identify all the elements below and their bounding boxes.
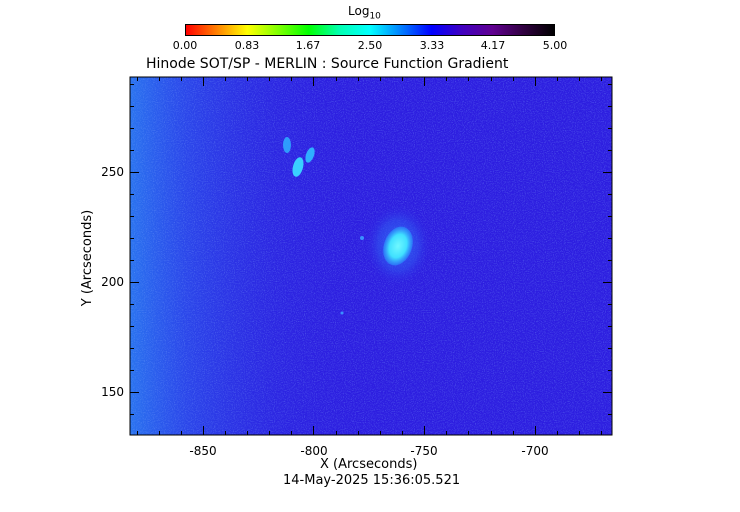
y-tick-label: 200	[101, 275, 124, 289]
plot-frame	[129, 76, 613, 436]
colorbar-tick-label: 5.00	[542, 39, 568, 52]
colorbar-tick-label: 0.83	[234, 39, 260, 52]
sunspot-core	[383, 226, 413, 266]
x-axis-ticks	[137, 77, 602, 435]
y-tick-label: 150	[101, 385, 124, 399]
x-tick-label: -850	[189, 444, 217, 458]
bright-feature	[305, 147, 315, 163]
y-axis-label: Y (Arcseconds)	[80, 209, 95, 307]
x-tick-label: -750	[410, 444, 438, 458]
x-axis-label: X (Arcseconds)	[320, 457, 418, 472]
colorbar-tick-label: 1.67	[295, 39, 321, 52]
colorbar-tick-label: 3.33	[419, 39, 445, 52]
solar-map-svg	[130, 77, 612, 435]
colorbar-title: Log10	[348, 5, 381, 22]
solar-map-image	[130, 77, 612, 435]
timestamp: 14-May-2025 15:36:05.521	[283, 473, 461, 488]
bright-speck	[340, 311, 344, 315]
colorbar-tick-label: 4.17	[480, 39, 506, 52]
colorbar-title-main: Log	[348, 4, 370, 18]
x-tick-label: -800	[300, 444, 328, 458]
colorbar-tick-label: 0.00	[172, 39, 198, 52]
colorbar	[185, 24, 555, 36]
y-tick-label: 250	[101, 165, 124, 179]
plot-title: Hinode SOT/SP - MERLIN : Source Function…	[146, 56, 509, 72]
bright-feature	[292, 157, 304, 177]
colorbar-title-sub: 10	[369, 11, 381, 22]
y-axis-ticks	[130, 84, 612, 415]
colorbar-tick-label: 2.50	[357, 39, 383, 52]
bright-feature	[283, 137, 291, 153]
bright-speck	[360, 236, 364, 240]
x-tick-label: -700	[521, 444, 549, 458]
